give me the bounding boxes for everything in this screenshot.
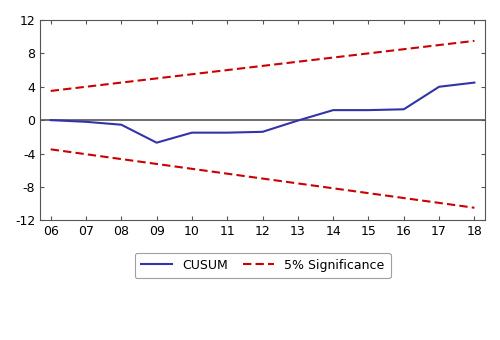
Legend: CUSUM, 5% Significance: CUSUM, 5% Significance — [134, 253, 390, 278]
